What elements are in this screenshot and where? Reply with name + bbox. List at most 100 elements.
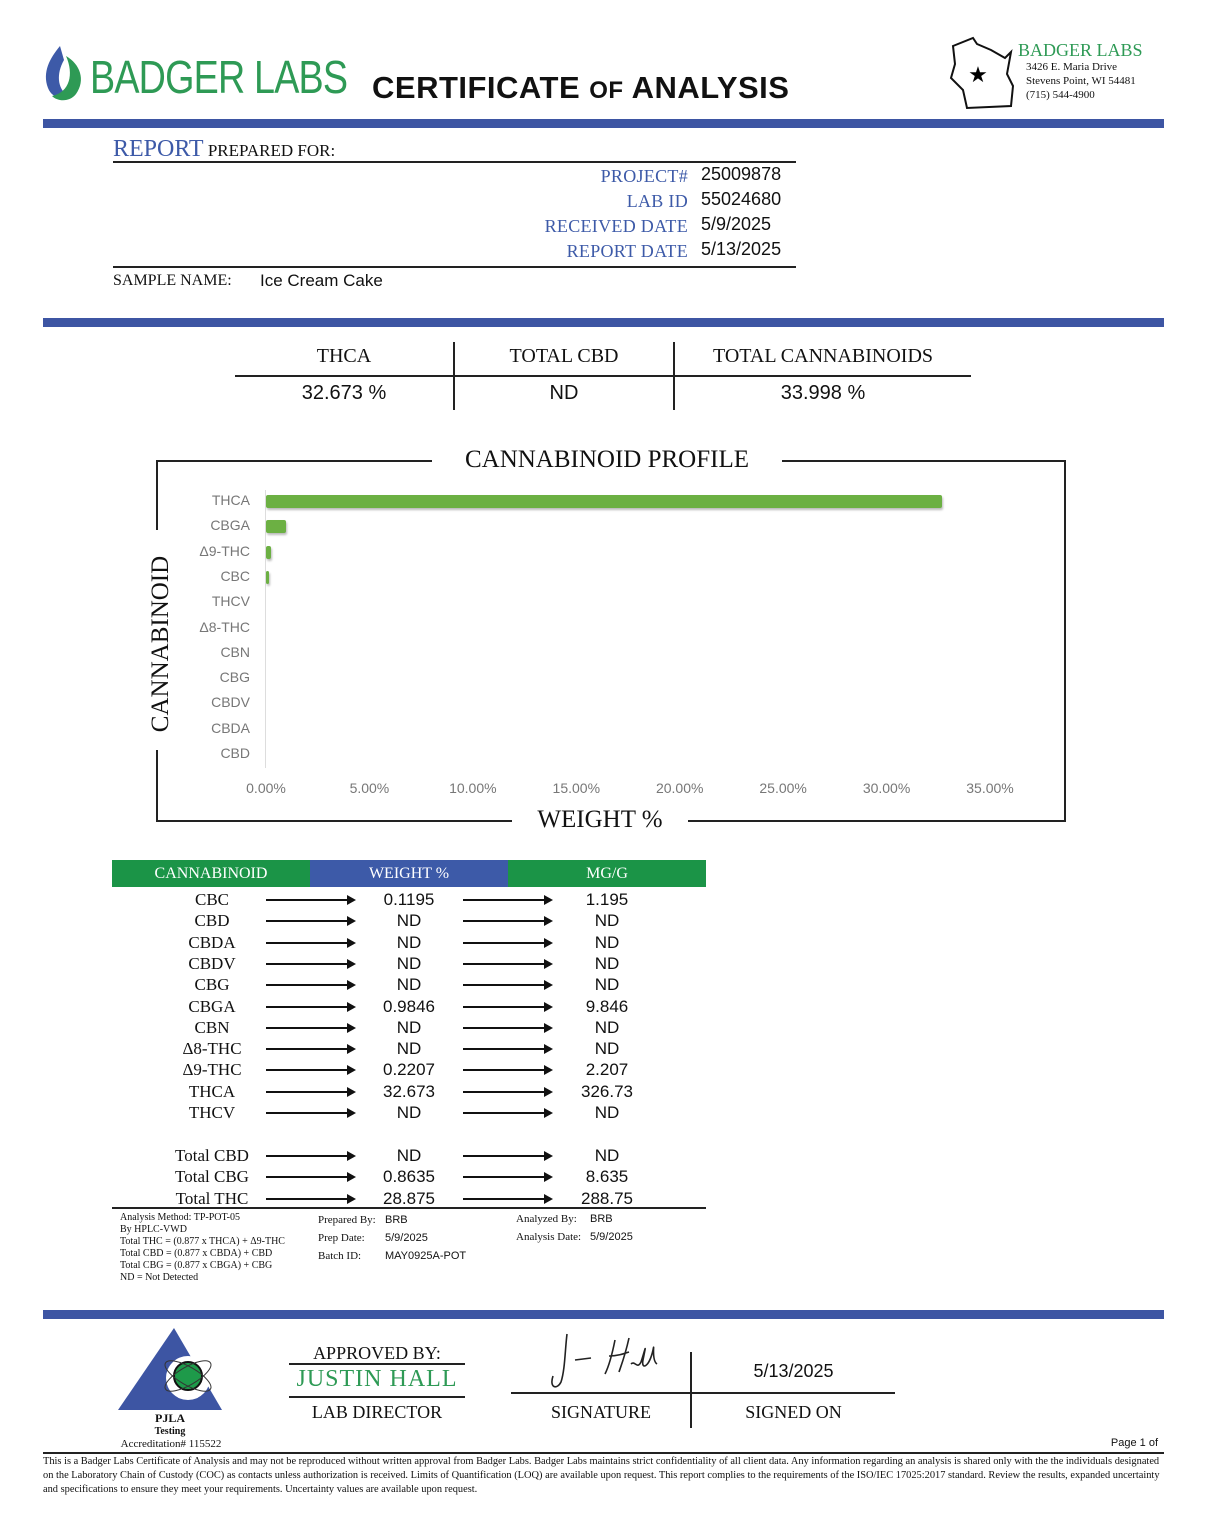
table-row: CBG ND ND <box>112 974 712 995</box>
table-row: Δ8-THC ND ND <box>112 1038 712 1059</box>
document-title: CERTIFICATE OF ANALYSIS <box>372 70 790 105</box>
divider <box>673 342 675 410</box>
table-row: Total THC 28.875 288.75 <box>112 1188 712 1209</box>
method-line: Total CBG = (0.877 x CBGA) + CBG <box>120 1260 273 1271</box>
field-value: 5/9/2025 <box>701 214 772 234</box>
cannabinoid-name: THCA <box>188 1081 236 1101</box>
divider-bar <box>43 1310 1164 1319</box>
prep-info: Prepared By: BRB Prep Date: 5/9/2025 Batch… <box>318 1214 467 1262</box>
cannabinoid-name: CBG <box>194 975 230 995</box>
table-row: CBGA 0.9846 9.846 <box>112 996 712 1017</box>
divider-bar <box>43 119 1164 128</box>
arrow-icon <box>266 1022 356 1033</box>
divider-bar <box>43 318 1164 327</box>
approver-role: LAB DIRECTOR <box>311 1402 443 1422</box>
signed-date: 5/13/2025 <box>753 1361 834 1381</box>
table-row: CBDA ND ND <box>112 932 712 953</box>
cannabinoid-name: Total CBG <box>175 1167 249 1187</box>
weight-value: ND <box>396 975 422 995</box>
arrow-icon <box>463 958 553 969</box>
arrow-icon <box>463 895 553 905</box>
sample-name: Ice Cream Cake <box>260 271 383 290</box>
approver-name: JUSTIN HALL <box>296 1366 458 1392</box>
cannabinoid-name: CBD <box>194 911 230 931</box>
field-value: 25009878 <box>701 164 782 184</box>
y-tick-label: Δ9-THC <box>199 542 250 559</box>
analysis-method: Analysis Method: TP-POT-05 By HPLC-VWD Tot… <box>120 1212 320 1284</box>
arrow-icon <box>463 1022 553 1033</box>
arrow-icon <box>463 1193 553 1204</box>
field-label: PROJECT# <box>600 166 688 186</box>
wisconsin-map-icon: ★ <box>949 36 1015 110</box>
weight-value: 0.9846 <box>383 996 435 1016</box>
badger-logo-icon <box>45 46 81 101</box>
summary-label-thca: THCA <box>316 345 372 367</box>
arrow-icon <box>463 916 553 927</box>
method-line: ND = Not Detected <box>120 1272 199 1283</box>
cannabinoid-name: Δ8-THC <box>182 1039 242 1059</box>
weight-value: ND <box>396 1146 422 1165</box>
arrow-icon <box>266 1001 356 1012</box>
arrow-icon <box>463 1151 553 1161</box>
arrow-icon <box>266 1108 356 1118</box>
chart-title: CANNABINOID PROFILE <box>432 446 782 474</box>
mgg-value: ND <box>594 911 620 931</box>
arrow-icon <box>266 937 356 948</box>
signature-image <box>551 1333 658 1388</box>
signature-label: SIGNATURE <box>550 1402 651 1422</box>
y-tick-label: THCV <box>211 593 250 610</box>
svg-text:★: ★ <box>968 62 988 87</box>
x-tick-label: 25.00% <box>759 780 807 796</box>
bar-cbc <box>266 570 269 584</box>
mgg-value: ND <box>594 932 620 952</box>
header-mgg: MG/G <box>508 860 706 887</box>
field-value: 55024680 <box>701 189 782 209</box>
page-number: Page 1 of <box>1110 1437 1158 1449</box>
divider <box>289 1363 465 1365</box>
arrow-icon <box>266 1065 356 1076</box>
y-tick-label: CBDV <box>211 694 250 711</box>
field-label: REPORT DATE <box>566 241 688 261</box>
method-line: Analysis Method: TP-POT-05 <box>120 1212 241 1223</box>
cannabinoid-name: CBDV <box>188 953 236 973</box>
y-tick-label: Δ8-THC <box>199 618 250 635</box>
weight-value: ND <box>396 1103 422 1122</box>
arrow-icon <box>266 1086 356 1097</box>
field-value: 5/13/2025 <box>701 239 782 259</box>
mgg-value: ND <box>594 1146 620 1165</box>
arrow-icon <box>266 1193 356 1204</box>
report-heading: REPORT PREPARED FOR: <box>113 136 336 162</box>
table-row: CBD ND ND <box>112 910 712 931</box>
y-tick-label: CBD <box>220 745 250 761</box>
cannabinoid-name: CBDA <box>188 932 236 952</box>
weight-value: ND <box>396 932 422 952</box>
sample-name-label: SAMPLE NAME: <box>113 272 232 289</box>
divider <box>289 1396 465 1398</box>
mgg-value: 326.73 <box>581 1081 633 1101</box>
cannabinoid-name: Total CBD <box>175 1146 249 1165</box>
analysis-info: Analyzed By: BRB Analysis Date: 5/9/2025 <box>516 1213 633 1243</box>
summary-value-thca: 32.673 % <box>301 382 387 404</box>
mgg-value: ND <box>594 1103 620 1122</box>
mgg-value: 1.195 <box>585 890 629 909</box>
weight-value: 32.673 <box>383 1081 435 1101</box>
weight-value: 28.875 <box>383 1188 435 1208</box>
weight-value: 0.2207 <box>383 1060 435 1080</box>
mgg-value: ND <box>594 975 620 995</box>
mgg-value: 2.207 <box>585 1060 629 1080</box>
header-weight: WEIGHT % <box>310 860 508 887</box>
arrow-icon <box>266 1151 356 1161</box>
arrow-icon <box>463 1044 553 1055</box>
summary-label-total-cannabinoids: TOTAL CANNABINOIDS <box>712 345 934 367</box>
divider <box>511 1392 895 1394</box>
x-tick-label: 5.00% <box>349 780 390 796</box>
divider <box>113 161 796 163</box>
y-tick-label: CBDA <box>211 719 250 736</box>
arrow-icon <box>463 937 553 948</box>
mgg-value: ND <box>594 953 620 973</box>
chart-frame <box>156 460 1066 822</box>
table-row: Total CBD ND ND <box>112 1145 712 1166</box>
table-row: THCA 32.673 326.73 <box>112 1081 712 1102</box>
summary-label-total-cbd: TOTAL CBD <box>509 345 619 367</box>
divider <box>690 1352 692 1428</box>
